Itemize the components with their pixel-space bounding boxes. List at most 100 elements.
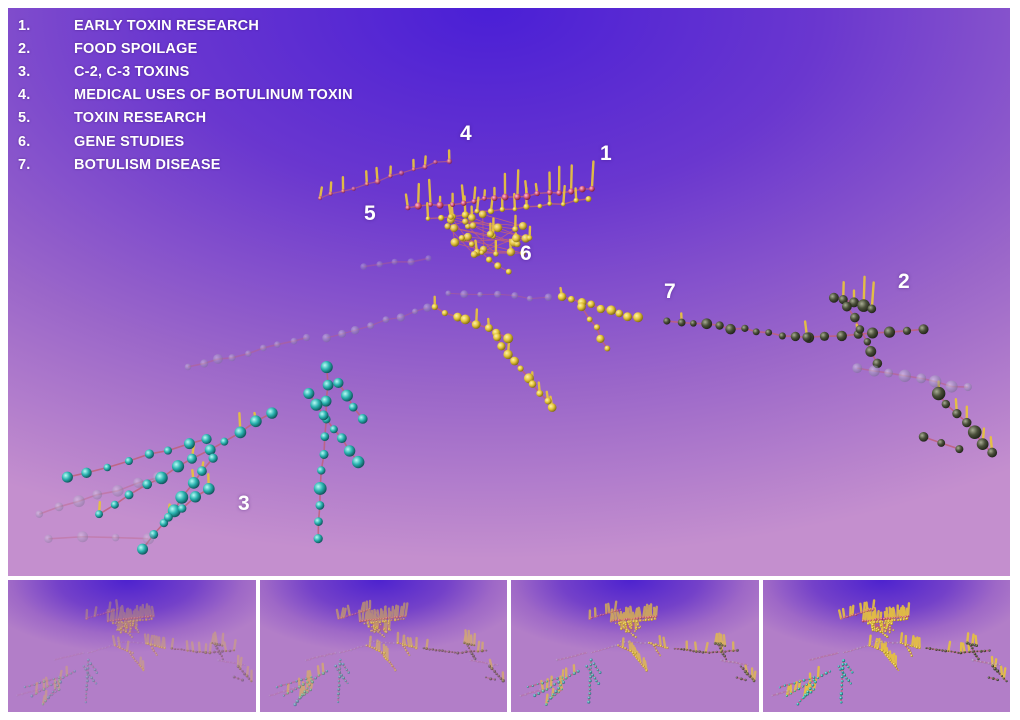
- node: [787, 683, 790, 686]
- node: [969, 643, 972, 647]
- node: [366, 618, 369, 621]
- node: [425, 216, 431, 221]
- spike: [642, 605, 646, 619]
- node: [228, 649, 232, 653]
- node: [557, 292, 567, 301]
- node: [995, 669, 999, 673]
- node: [549, 686, 552, 689]
- node: [38, 690, 41, 693]
- node: [880, 649, 883, 652]
- node: [956, 651, 959, 654]
- legend-item-2: 2. FOOD SPOILAGE: [18, 37, 353, 60]
- node: [480, 649, 484, 653]
- node: [617, 644, 620, 647]
- node: [865, 346, 877, 357]
- node: [407, 654, 410, 657]
- edge: [119, 624, 138, 631]
- node: [462, 641, 466, 645]
- node: [363, 619, 367, 622]
- node: [458, 234, 465, 242]
- node: [240, 663, 243, 666]
- spike: [961, 642, 966, 654]
- cluster-label-3: 3: [238, 492, 250, 515]
- node: [879, 624, 882, 627]
- spike: [115, 599, 119, 611]
- main-visualization: 1. EARLY TOXIN RESEARCH 2. FOOD SPOILAGE 3…: [8, 8, 1010, 576]
- node: [587, 696, 591, 700]
- node: [390, 619, 393, 622]
- node: [128, 651, 132, 654]
- spike: [111, 635, 117, 647]
- node: [339, 616, 343, 620]
- node: [176, 648, 179, 651]
- node: [472, 659, 476, 662]
- node: [465, 642, 468, 645]
- node: [537, 203, 543, 209]
- node: [624, 630, 628, 634]
- node: [855, 325, 865, 334]
- node: [464, 650, 468, 654]
- spike: [704, 641, 709, 654]
- node: [970, 658, 974, 662]
- node: [882, 651, 885, 654]
- node: [588, 679, 592, 683]
- node: [382, 617, 385, 620]
- node: [460, 314, 471, 325]
- node: [833, 653, 836, 655]
- node: [402, 618, 405, 620]
- node: [85, 675, 89, 679]
- node: [218, 649, 221, 652]
- spike: [157, 636, 161, 649]
- spike: [148, 609, 153, 621]
- node: [841, 671, 843, 674]
- spike: [722, 633, 727, 648]
- node: [336, 433, 347, 444]
- spike: [816, 665, 820, 680]
- node: [808, 687, 812, 691]
- node: [112, 622, 114, 625]
- spike: [631, 611, 635, 623]
- node: [88, 616, 91, 619]
- node: [778, 686, 781, 689]
- node: [375, 627, 379, 630]
- node: [211, 641, 214, 644]
- node: [54, 502, 64, 512]
- node: [748, 674, 752, 678]
- node: [393, 618, 397, 622]
- node: [299, 678, 303, 682]
- node: [634, 630, 637, 633]
- node: [467, 213, 476, 222]
- thumbnail-network: [770, 599, 1008, 706]
- spike: [110, 610, 115, 625]
- node: [601, 648, 603, 651]
- node: [604, 647, 607, 650]
- node: [534, 190, 540, 197]
- node: [752, 679, 756, 683]
- spike: [143, 608, 148, 622]
- node: [870, 623, 874, 627]
- spike: [125, 608, 129, 621]
- node: [828, 670, 831, 673]
- spike: [155, 635, 159, 648]
- node: [974, 644, 978, 648]
- node: [468, 241, 475, 248]
- node: [906, 647, 908, 650]
- node: [797, 680, 801, 683]
- node: [370, 629, 373, 632]
- spike: [973, 634, 978, 647]
- node: [412, 646, 415, 649]
- node: [840, 687, 843, 691]
- node: [93, 615, 96, 617]
- node: [409, 645, 413, 648]
- node: [303, 387, 315, 400]
- node: [390, 616, 393, 619]
- node: [965, 641, 969, 645]
- node: [275, 685, 278, 689]
- spike: [892, 608, 896, 619]
- spike: [880, 620, 884, 633]
- node: [724, 650, 727, 653]
- node: [842, 616, 845, 619]
- node: [370, 646, 373, 649]
- node: [469, 222, 477, 229]
- node: [842, 651, 844, 654]
